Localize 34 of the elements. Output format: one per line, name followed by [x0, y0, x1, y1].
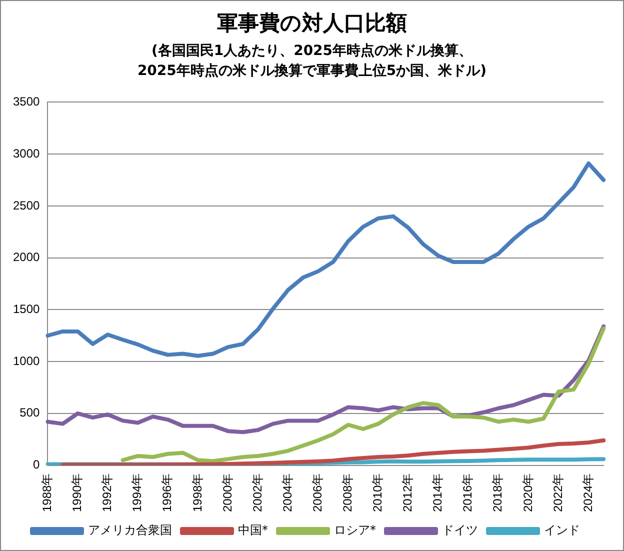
chart-subtitle: (各国国民1人あたり、2025年時点の米ドル換算、 2025年時点の米ドル換算で軍事費上位5か国、米ドル): [136, 42, 488, 81]
y-tick-label: 1000: [12, 354, 40, 368]
x-tick-label: 2018年: [490, 473, 505, 512]
legend-label: 中国*: [238, 523, 268, 538]
y-tick-label: 0: [33, 458, 40, 472]
x-tick-label: 1988年: [40, 473, 54, 512]
x-tick-label: 2022年: [550, 473, 565, 512]
x-tick-label: 2012年: [400, 473, 415, 512]
y-tick-label: 3500: [12, 94, 40, 109]
x-tick-label: 2014年: [430, 473, 445, 512]
y-tick-label: 3000: [12, 146, 40, 160]
x-tick-label: 2024年: [580, 473, 595, 512]
x-tick-label: 2006年: [310, 473, 324, 512]
x-tick-label: 2010年: [370, 473, 385, 512]
chart-title: 軍事費の対人口比額: [216, 10, 408, 37]
x-tick-label: 2002年: [250, 473, 264, 512]
x-tick-label: 2000年: [220, 473, 234, 512]
legend-label: ドイツ: [442, 523, 478, 538]
legend-label: インド: [544, 523, 580, 538]
x-tick-label: 2020年: [520, 473, 535, 512]
x-tick-label: 1992年: [100, 473, 114, 512]
x-tick-label: 1990年: [70, 473, 84, 512]
y-tick-label: 1500: [12, 302, 40, 316]
y-tick-label: 500: [20, 406, 40, 420]
x-tick-label: 2016年: [460, 473, 475, 512]
x-tick-label: 1994年: [130, 473, 144, 512]
x-tick-label: 2008年: [340, 473, 354, 512]
legend-label: アメリカ合衆国: [88, 523, 172, 538]
y-tick-label: 2500: [12, 198, 40, 212]
legend-label: ロシア*: [334, 523, 376, 538]
x-tick-label: 1998年: [190, 473, 204, 512]
x-tick-label: 2004年: [280, 473, 294, 512]
x-tick-label: 1996年: [160, 473, 174, 512]
y-tick-label: 2000: [12, 250, 40, 264]
